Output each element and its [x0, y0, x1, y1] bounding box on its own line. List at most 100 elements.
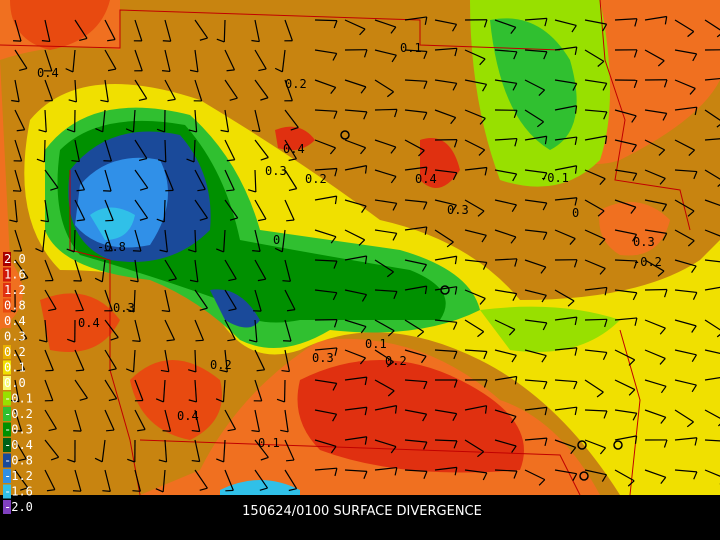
barb-flag [160, 369, 169, 373]
barb-flag [453, 351, 458, 360]
contour-label: 0.4 [37, 66, 59, 80]
barb [494, 19, 516, 28]
barb [464, 139, 485, 151]
barb-flag [484, 167, 488, 176]
barb-flag [663, 289, 668, 298]
barb [554, 19, 577, 26]
barb [14, 319, 28, 339]
barb [44, 49, 53, 72]
legend-label: 0.8 [4, 299, 26, 313]
barb-flag [188, 249, 197, 253]
barb-flag [604, 135, 608, 144]
barb [374, 379, 395, 392]
barb-flag [479, 58, 486, 66]
barb [104, 319, 119, 338]
barb-flag [189, 69, 199, 73]
barb [254, 319, 258, 342]
barb-flag [718, 423, 720, 427]
barb-flag [332, 383, 338, 391]
barb-flag [691, 265, 697, 273]
barb-flag [251, 429, 260, 433]
barb [554, 469, 577, 475]
barb [134, 469, 141, 492]
barb-flag [662, 204, 668, 212]
barb [104, 289, 113, 311]
barb [374, 259, 394, 273]
barb-flag [604, 319, 608, 328]
barb [254, 439, 269, 458]
barb [224, 259, 237, 280]
calm-marker [577, 440, 587, 450]
barb [14, 259, 29, 279]
barb-flag [329, 147, 337, 155]
barb-flag [567, 300, 575, 307]
barb [494, 409, 517, 417]
contour-label: 0.4 [177, 409, 199, 423]
barb [224, 109, 230, 132]
barb [374, 19, 397, 28]
legend-label: -0.3 [4, 423, 33, 437]
barb [674, 19, 695, 33]
barb [374, 439, 397, 448]
barb [584, 199, 605, 212]
barb-flag [162, 40, 171, 42]
barb-flag [424, 167, 428, 176]
legend-swatch [3, 252, 11, 266]
barb-flag [139, 217, 148, 221]
legend-label: 2.0 [4, 252, 26, 266]
barb-flag [569, 238, 576, 245]
contour-label: -0.1 [540, 171, 569, 185]
legend-swatch [3, 345, 11, 359]
legend-label: -2.0 [4, 500, 33, 514]
barb [374, 139, 397, 148]
contour-label: 0.2 [285, 77, 307, 91]
barb [524, 17, 547, 21]
barb [464, 469, 487, 474]
barb [44, 469, 56, 490]
barb [224, 409, 237, 430]
barb [464, 319, 484, 333]
barb-flag [102, 490, 111, 492]
barb-flag [454, 256, 458, 265]
barb-flag [364, 165, 368, 174]
barb [104, 409, 115, 431]
barb [74, 289, 85, 311]
barb [554, 289, 575, 302]
barb-flag [226, 189, 235, 192]
barb [44, 19, 51, 42]
barb [74, 349, 85, 371]
barb-flag [10, 399, 20, 403]
barb-flag [364, 407, 368, 416]
barb [494, 258, 518, 261]
barb-flag [633, 260, 638, 269]
barb-flag [274, 247, 283, 253]
barb [524, 109, 544, 123]
barb-flag [572, 83, 578, 91]
barb-flag [689, 88, 696, 95]
barb [524, 259, 547, 268]
barb [254, 169, 257, 193]
barb-flag [216, 248, 224, 253]
contour-label: 0.4 [283, 142, 305, 156]
barb-flag [276, 398, 285, 403]
barb [132, 109, 136, 132]
barb-flag [248, 189, 257, 193]
barb-flag [570, 447, 577, 455]
barb [224, 469, 234, 491]
barb-flag [364, 255, 368, 265]
contour-label: 0.2 [210, 358, 232, 372]
barb-flag [418, 150, 425, 157]
barb [524, 289, 547, 296]
barb [704, 19, 720, 31]
barb-flag [627, 480, 635, 487]
barb [644, 319, 666, 329]
barb-flag [633, 80, 638, 88]
barb-flag [260, 456, 269, 461]
barb [374, 229, 397, 234]
barb [674, 259, 697, 267]
barb [254, 139, 269, 158]
barb [584, 49, 605, 62]
barb [102, 109, 106, 132]
barb [674, 229, 695, 242]
barb [224, 319, 236, 340]
